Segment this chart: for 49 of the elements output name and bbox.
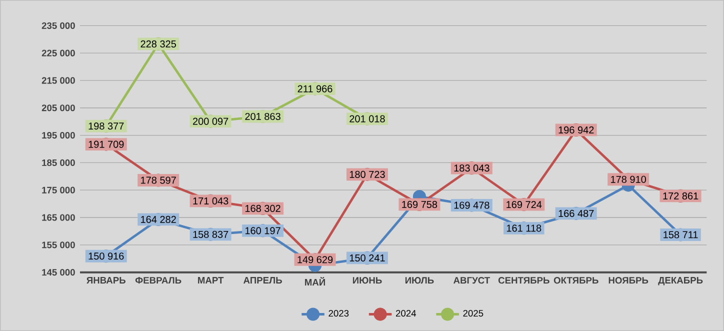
data-label: 180 723 [350, 170, 385, 178]
x-tick-label: НОЯБРЬ [608, 277, 648, 284]
data-label: 169 478 [454, 202, 490, 209]
data-label: 160 197 [245, 227, 280, 234]
data-label: 150 241 [350, 254, 385, 262]
data-label: 200 097 [192, 118, 228, 125]
y-tick-label: 165 000 [42, 214, 75, 221]
x-tick-label: ФЕВРАЛЬ [135, 277, 182, 284]
x-tick-label: АВГУСТ [454, 277, 490, 284]
legend-label: 2023 [328, 310, 349, 317]
legend-label: 2024 [396, 310, 416, 317]
data-label: 158 837 [193, 230, 228, 238]
data-label: 178 910 [611, 176, 646, 183]
data-label: 150 916 [88, 252, 124, 260]
y-tick-label: 185 000 [42, 159, 75, 166]
data-label: 168 302 [245, 204, 280, 212]
y-tick-label: 175 000 [42, 186, 75, 194]
data-label: 171 043 [193, 197, 228, 204]
data-label: 196 942 [558, 126, 594, 134]
y-tick-label: 225 000 [42, 50, 75, 56]
x-tick-label: МАЙ [305, 277, 325, 286]
x-tick-label: СЕНТЯБРЬ [498, 277, 550, 284]
data-label: 169 758 [402, 200, 438, 208]
data-label: 183 043 [454, 164, 490, 172]
y-tick-label: 205 000 [42, 104, 75, 112]
x-tick-label: ИЮЛЬ [405, 277, 434, 284]
data-label: 172 861 [663, 192, 698, 200]
data-label: 164 282 [141, 216, 176, 224]
legend-label: 2025 [463, 310, 484, 317]
data-label: 198 377 [88, 122, 124, 130]
x-tick-label: МАРТ [198, 277, 224, 284]
data-label: 149 629 [298, 256, 333, 264]
y-tick-label: 215 000 [42, 77, 75, 84]
data-label: 201 018 [350, 115, 385, 122]
x-tick-label: ЯНВАРЬ [86, 277, 126, 284]
data-label: 228 325 [140, 40, 176, 48]
x-tick-label: АПРЕЛЬ [244, 277, 282, 284]
data-label: 166 487 [558, 210, 594, 217]
y-tick-label: 145 000 [42, 269, 75, 276]
y-tick-label: 155 000 [42, 242, 75, 248]
data-label: 191 709 [88, 140, 124, 148]
data-label: 201 863 [245, 112, 280, 120]
data-label: 169 724 [506, 201, 542, 208]
y-tick-label: 195 000 [42, 132, 75, 139]
y-tick-label: 235 000 [42, 22, 75, 29]
x-tick-label: ОКТЯБРЬ [554, 277, 598, 284]
x-tick-label: ИЮНЬ [352, 277, 382, 284]
x-tick-label: ДЕКАБРЬ [658, 277, 703, 286]
data-label: 178 597 [141, 176, 176, 184]
